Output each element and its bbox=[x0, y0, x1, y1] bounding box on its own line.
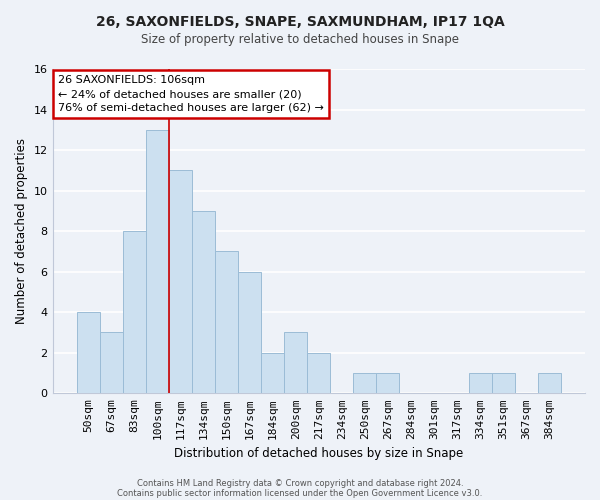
Text: Contains public sector information licensed under the Open Government Licence v3: Contains public sector information licen… bbox=[118, 488, 482, 498]
Bar bbox=[146, 130, 169, 394]
Bar bbox=[376, 373, 400, 394]
Bar bbox=[215, 252, 238, 394]
Bar bbox=[192, 211, 215, 394]
Bar bbox=[77, 312, 100, 394]
Bar bbox=[538, 373, 561, 394]
Bar bbox=[284, 332, 307, 394]
Text: Size of property relative to detached houses in Snape: Size of property relative to detached ho… bbox=[141, 32, 459, 46]
Text: 26, SAXONFIELDS, SNAPE, SAXMUNDHAM, IP17 1QA: 26, SAXONFIELDS, SNAPE, SAXMUNDHAM, IP17… bbox=[95, 15, 505, 29]
X-axis label: Distribution of detached houses by size in Snape: Distribution of detached houses by size … bbox=[174, 447, 463, 460]
Bar bbox=[238, 272, 261, 394]
Bar bbox=[491, 373, 515, 394]
Bar bbox=[261, 353, 284, 394]
Y-axis label: Number of detached properties: Number of detached properties bbox=[15, 138, 28, 324]
Bar bbox=[169, 170, 192, 394]
Bar bbox=[353, 373, 376, 394]
Text: 26 SAXONFIELDS: 106sqm
← 24% of detached houses are smaller (20)
76% of semi-det: 26 SAXONFIELDS: 106sqm ← 24% of detached… bbox=[58, 76, 324, 114]
Bar bbox=[469, 373, 491, 394]
Bar bbox=[100, 332, 123, 394]
Bar bbox=[307, 353, 330, 394]
Text: Contains HM Land Registry data © Crown copyright and database right 2024.: Contains HM Land Registry data © Crown c… bbox=[137, 478, 463, 488]
Bar bbox=[123, 231, 146, 394]
